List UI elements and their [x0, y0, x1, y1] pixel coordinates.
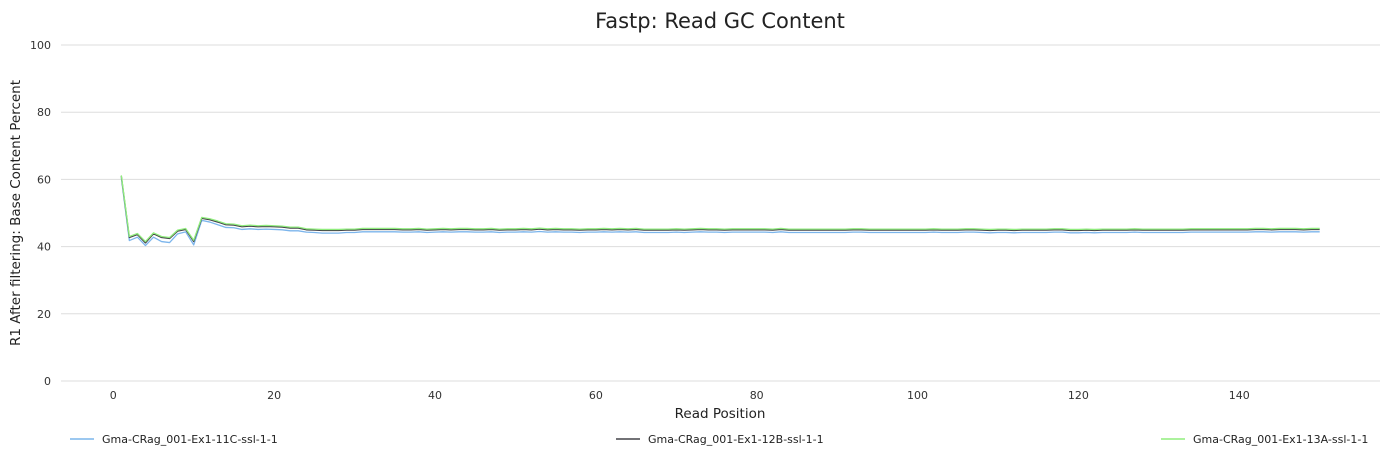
x-tick-label: 20 — [267, 389, 281, 402]
y-axis-label: R1 After filtering: Base Content Percent — [8, 80, 24, 346]
y-tick-label: 0 — [44, 375, 51, 388]
y-tick-label: 20 — [37, 308, 51, 321]
y-tick-label: 60 — [37, 173, 51, 186]
x-tick-label: 140 — [1229, 389, 1250, 402]
x-tick-label: 60 — [589, 389, 603, 402]
y-tick-label: 40 — [37, 241, 51, 254]
legend-item[interactable]: Gma-CRag_001-Ex1-11C-ssl-1-1 — [70, 433, 278, 446]
x-tick-label: 100 — [907, 389, 928, 402]
x-tick-label: 80 — [750, 389, 764, 402]
series-lines — [120, 175, 1320, 247]
series-line-2 — [120, 175, 1320, 244]
legend: Gma-CRag_001-Ex1-11C-ssl-1-1 Gma-CRag_001… — [70, 433, 1368, 446]
series-line-1 — [120, 177, 1320, 247]
legend-label: Gma-CRag_001-Ex1-11C-ssl-1-1 — [102, 433, 278, 446]
x-tick-label: 120 — [1068, 389, 1089, 402]
x-axis-label: Read Position — [675, 406, 766, 422]
series-line-3 — [120, 175, 1320, 243]
grid-lines — [61, 44, 1380, 382]
x-axis-ticks: 0 20 40 60 80 100 120 140 — [110, 389, 1250, 402]
legend-item[interactable]: Gma-CRag_001-Ex1-12B-ssl-1-1 — [616, 433, 824, 446]
y-axis-ticks: 0 20 40 60 80 100 — [30, 39, 51, 388]
y-tick-label: 100 — [30, 39, 51, 52]
legend-label: Gma-CRag_001-Ex1-12B-ssl-1-1 — [648, 433, 824, 446]
chart-title: Fastp: Read GC Content — [595, 9, 845, 33]
legend-item[interactable]: Gma-CRag_001-Ex1-13A-ssl-1-1 — [1161, 433, 1368, 446]
legend-label: Gma-CRag_001-Ex1-13A-ssl-1-1 — [1193, 433, 1368, 446]
x-tick-label: 0 — [110, 389, 117, 402]
x-tick-label: 40 — [428, 389, 442, 402]
y-tick-label: 80 — [37, 106, 51, 119]
